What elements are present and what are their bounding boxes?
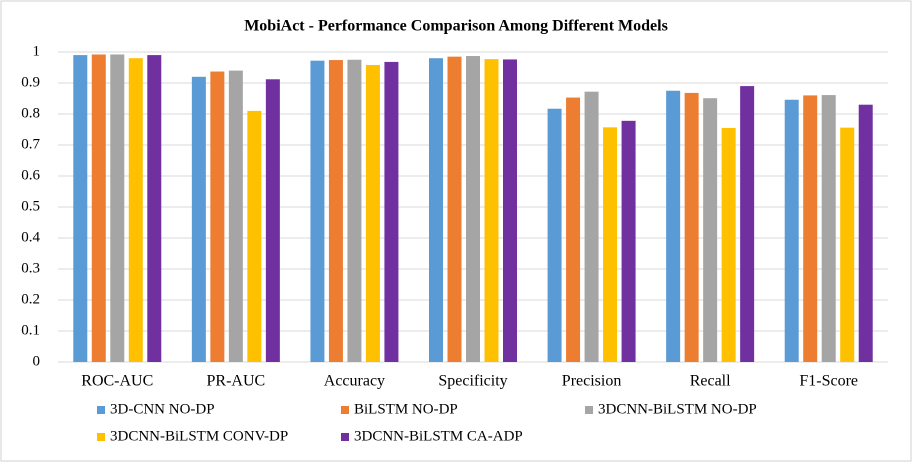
bar (228, 70, 243, 362)
legend-label: 3DCNN-BiLSTM NO-DP (598, 401, 757, 417)
bar (110, 54, 125, 362)
y-tick-label: 1 (33, 43, 41, 59)
chart-title: MobiAct - Performance Comparison Among D… (244, 18, 668, 35)
bar (384, 61, 399, 363)
bar (484, 59, 499, 362)
bar (147, 55, 162, 362)
bar (503, 59, 517, 362)
bar (666, 90, 681, 362)
y-tick-label: 0 (33, 353, 41, 369)
bar (547, 108, 562, 362)
y-tick-label: 0.6 (21, 167, 40, 183)
bar (128, 58, 143, 362)
x-tick-label: F1-Score (799, 373, 858, 390)
x-tick-label: Accuracy (324, 373, 385, 390)
bar (328, 60, 343, 363)
bar (803, 95, 818, 363)
bar (584, 91, 599, 363)
bar (310, 60, 325, 363)
bar (466, 56, 480, 362)
bar (784, 99, 799, 363)
bar (684, 92, 699, 363)
bar (821, 95, 836, 362)
bar (247, 110, 262, 363)
y-tick-label: 0.9 (21, 74, 40, 90)
x-tick-label: PR-AUC (207, 373, 266, 390)
legend-swatch (341, 433, 349, 441)
x-tick-label: ROC-AUC (81, 373, 153, 390)
y-tick-label: 0.5 (21, 198, 40, 214)
legend-label: 3DCNN-BiLSTM CONV-DP (110, 428, 288, 444)
bar (265, 79, 280, 362)
bar (191, 76, 206, 363)
bar (73, 55, 88, 362)
y-tick-label: 0.3 (21, 260, 40, 276)
y-tick-label: 0.8 (21, 105, 40, 121)
bar (740, 86, 755, 362)
bar (447, 56, 462, 363)
y-tick-label: 0.2 (21, 291, 40, 307)
x-tick-label: Precision (562, 373, 622, 390)
legend-swatch (341, 406, 349, 414)
bar (703, 98, 718, 362)
legend-swatch (97, 433, 105, 441)
bar (858, 104, 873, 362)
bar (840, 127, 855, 362)
y-tick-label: 0.1 (21, 322, 40, 338)
legend-swatch (585, 406, 593, 414)
bar (91, 54, 106, 362)
bar (365, 65, 380, 363)
legend-swatch (97, 406, 105, 414)
x-tick-label: Specificity (438, 373, 507, 390)
y-tick-label: 0.7 (21, 136, 40, 152)
bar (429, 58, 443, 362)
bar (566, 97, 581, 362)
y-tick-label: 0.4 (21, 229, 40, 245)
x-tick-label: Recall (690, 373, 731, 390)
bar (210, 71, 225, 362)
bar (347, 59, 362, 362)
legend-label: 3D-CNN NO-DP (110, 401, 215, 417)
legend-label: 3DCNN-BiLSTM CA-ADP (354, 428, 523, 444)
bar (603, 127, 618, 362)
bar (621, 120, 636, 362)
legend-label: BiLSTM NO-DP (354, 401, 458, 417)
bar (721, 127, 736, 362)
